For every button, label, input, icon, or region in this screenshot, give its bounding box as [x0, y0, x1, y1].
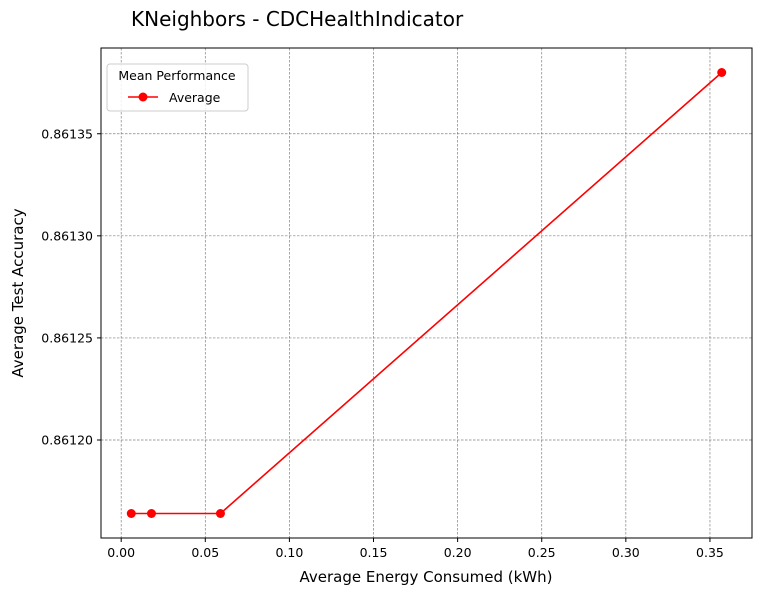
legend-label-average: Average: [169, 90, 221, 105]
series-line-average: [131, 71, 723, 515]
x-tick-label: 0.15: [360, 545, 388, 560]
x-tick-label: 0.00: [107, 545, 135, 560]
y-axis-label: Average Test Accuracy: [9, 208, 27, 377]
y-tick-label: 0.86120: [41, 433, 93, 448]
x-axis-label: Average Energy Consumed (kWh): [300, 568, 553, 586]
x-axis-ticks: 0.00 0.05 0.10 0.15 0.20 0.25 0.30 0.35: [107, 538, 724, 560]
legend-marker-swatch: [138, 92, 148, 102]
data-point: [126, 509, 136, 518]
x-tick-label: 0.10: [275, 545, 303, 560]
series-layer: [126, 68, 727, 518]
legend: Mean Performance Average: [106, 63, 249, 112]
x-tick-label: 0.05: [191, 545, 219, 560]
data-point: [215, 509, 225, 518]
x-tick-label: 0.20: [444, 545, 472, 560]
y-tick-label: 0.86135: [41, 126, 93, 141]
y-tick-label: 0.86130: [41, 228, 93, 243]
plot-area-frame: [100, 47, 753, 539]
legend-title: Mean Performance: [118, 68, 236, 83]
y-axis-ticks: 0.86120 0.86125 0.86130 0.86135: [41, 126, 101, 448]
grid-lines: [101, 48, 752, 538]
data-point: [717, 68, 727, 77]
x-tick-label: 0.30: [612, 545, 640, 560]
y-tick-label: 0.86125: [41, 330, 93, 345]
chart-title: KNeighbors - CDCHealthIndicator: [131, 7, 464, 31]
x-tick-label: 0.25: [528, 545, 556, 560]
data-point: [146, 509, 156, 518]
x-tick-label: 0.35: [696, 545, 724, 560]
